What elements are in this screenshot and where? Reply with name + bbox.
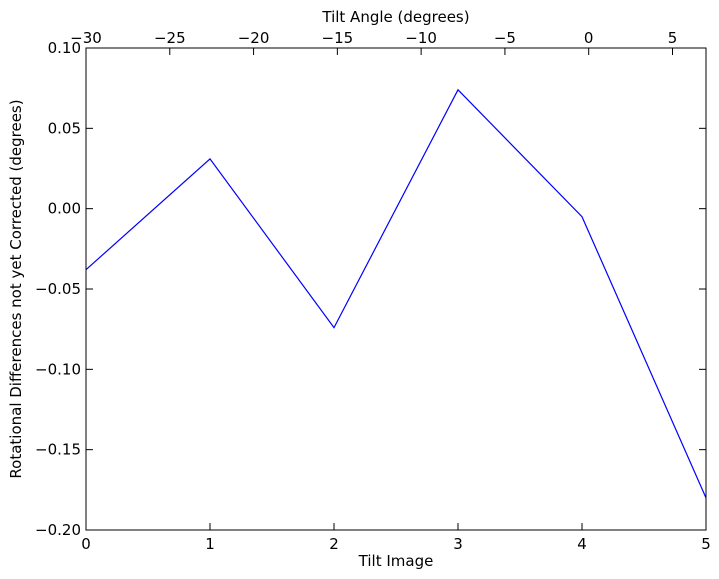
top-tick-label: −5 [494, 29, 516, 47]
y-axis-label: Rotational Differences not yet Corrected… [7, 99, 25, 478]
top-tick-label: −10 [405, 29, 437, 47]
top-tick-label: −20 [238, 29, 270, 47]
series-layer [85, 88, 707, 499]
top-tick-label: −15 [322, 29, 354, 47]
top-axis-label: Tilt Angle (degrees) [321, 8, 469, 26]
top-tick-label: 0 [584, 29, 594, 47]
top-tick-label: 5 [668, 29, 678, 47]
top-axis-ticks: −30 −25 −20 −15 −10 −5 0 5 [70, 29, 677, 55]
y-tick-label: −0.20 [35, 521, 81, 539]
y-tick-label: 0.05 [48, 119, 81, 137]
plot-frame [85, 47, 707, 531]
x-tick-label: 1 [205, 535, 215, 553]
x-tick-label: 4 [577, 535, 587, 553]
y-tick-label: 0.10 [48, 39, 81, 57]
x-axis-label: Tilt Image [358, 552, 434, 570]
y-tick-label: −0.15 [35, 441, 81, 459]
top-tick-label: −30 [70, 29, 102, 47]
left-axis-ticks: 0.10 0.05 0.00 −0.05 −0.10 −0.15 −0.20 [35, 39, 706, 539]
x-tick-label: 3 [453, 535, 463, 553]
x-tick-label: 2 [329, 535, 339, 553]
y-tick-label: 0.00 [48, 200, 81, 218]
series-line [85, 88, 707, 499]
x-tick-label: 0 [81, 535, 91, 553]
top-tick-label: −25 [154, 29, 186, 47]
plot-area [86, 48, 706, 530]
bottom-axis-ticks: 0 1 2 3 4 5 [81, 523, 711, 553]
y-tick-label: −0.10 [35, 360, 81, 378]
y-tick-label: −0.05 [35, 280, 81, 298]
x-tick-label: 5 [701, 535, 711, 553]
